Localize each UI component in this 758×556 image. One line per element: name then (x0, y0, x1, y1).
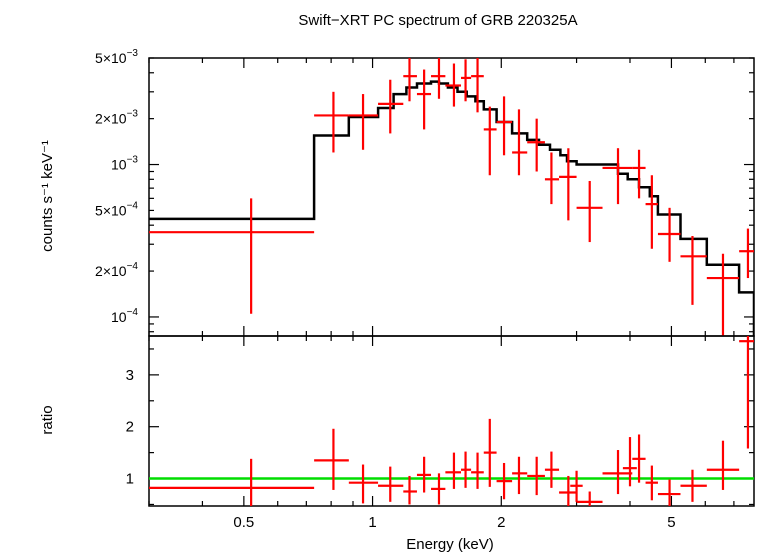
y-tick-label: 1 (126, 471, 134, 488)
spectrum-point (431, 58, 446, 99)
model-step-line (149, 80, 754, 336)
ratio-point (483, 418, 497, 487)
spectrum-point (680, 235, 707, 305)
y-tick-label: 3 (126, 367, 134, 384)
spectrum-point (460, 59, 472, 102)
ratio-point (431, 473, 446, 505)
spectrum-point (559, 148, 577, 221)
ratio-point (416, 456, 432, 493)
spectrum-point (348, 94, 379, 150)
y-tick-label: 10−4 (111, 307, 138, 325)
spectrum-point (403, 58, 417, 102)
ratio-point (544, 451, 560, 488)
bottom-frame (148, 335, 755, 507)
ratio-point (512, 456, 528, 495)
y-axis-label-top: counts s⁻¹ keV⁻¹ (39, 140, 56, 252)
ratio-point (602, 450, 633, 495)
x-axis-label: Energy (keV) (406, 536, 494, 553)
spectrum-point (632, 149, 646, 199)
ratio-point (445, 452, 461, 489)
ratio-point (460, 451, 472, 488)
top-panel: 5×10−3 2×10−3 10−3 5×10−4 2×10−4 10−4 (95, 48, 755, 337)
spectrum-point (314, 91, 349, 153)
ratio-point (527, 456, 545, 496)
x-tick-label: 2 (497, 514, 505, 531)
spectrum-point (378, 79, 404, 134)
spectrum-point (471, 58, 484, 113)
y-axis-label-bottom: ratio (39, 405, 56, 434)
ratio-point (149, 458, 315, 506)
ratio-point (632, 434, 646, 483)
top-frame (148, 57, 755, 337)
spectrum-point (483, 106, 497, 176)
y-tick-label: 2×10−3 (95, 109, 138, 127)
spectrum-point (496, 96, 513, 156)
spectrum-point (576, 180, 603, 243)
ratio-point (576, 491, 603, 506)
x-tick-label: 0.5 (233, 514, 254, 531)
spectrum-point (645, 175, 658, 249)
spectrum-point (739, 228, 754, 279)
spectrum-point (706, 253, 740, 336)
ratio-point (657, 479, 681, 506)
ratio-point (570, 470, 583, 502)
ratio-point (706, 440, 740, 490)
ratio-point (496, 462, 513, 500)
chart-title: Swift−XRT PC spectrum of GRB 220325A (298, 12, 577, 29)
y-tick-label: 2×10−4 (95, 261, 138, 279)
y-tick-label: 5×10−3 (95, 48, 138, 66)
y-tick-label: 10−3 (111, 155, 138, 173)
x-tick-label: 1 (368, 514, 376, 531)
ratio-point (680, 469, 707, 502)
spectrum-point (657, 207, 681, 262)
bottom-panel: 0.5 1 2 5 1 2 3 (126, 335, 755, 531)
ratio-point (739, 336, 754, 449)
spectrum-point (416, 69, 432, 130)
ratio-point (471, 452, 484, 489)
spectrum-point (544, 152, 560, 205)
ratio-point (622, 437, 637, 487)
ratio-point (403, 475, 417, 505)
ratio-point (559, 475, 577, 506)
spectrum-point (445, 63, 461, 107)
spectrum-point (602, 148, 633, 205)
x-tick-label: 5 (667, 514, 675, 531)
y-tick-label: 5×10−4 (95, 200, 138, 218)
spectrum-point (512, 109, 528, 176)
ratio-point (348, 464, 379, 504)
y-tick-label: 2 (126, 419, 134, 436)
ratio-point (378, 466, 404, 502)
spectrum-point (527, 118, 545, 172)
ratio-point (314, 428, 349, 490)
ratio-point (645, 465, 658, 501)
spectrum-point (149, 198, 315, 314)
